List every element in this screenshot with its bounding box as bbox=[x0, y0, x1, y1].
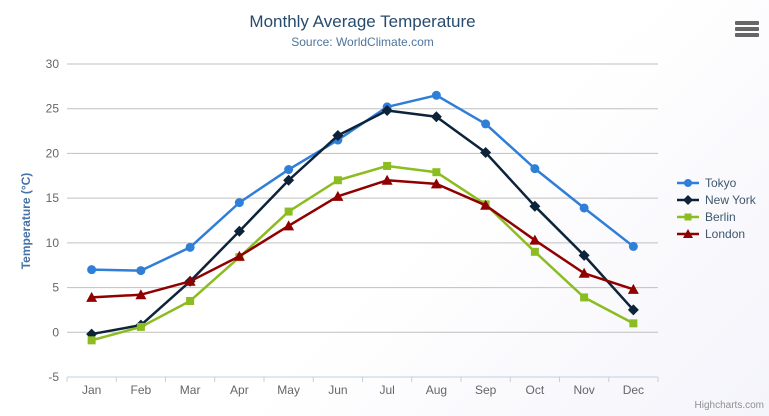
data-point-london[interactable] bbox=[283, 220, 295, 231]
data-point-berlin[interactable] bbox=[333, 176, 342, 185]
x-tick-label: Feb bbox=[131, 383, 152, 397]
data-point-berlin[interactable] bbox=[186, 296, 195, 305]
x-tick-label: May bbox=[277, 383, 300, 397]
y-tick-label: 10 bbox=[46, 236, 60, 250]
legend: Tokyo New York Berlin London bbox=[676, 175, 756, 243]
x-tick-label: Jan bbox=[82, 383, 101, 397]
data-point-new-york[interactable] bbox=[578, 249, 590, 261]
data-point-berlin[interactable] bbox=[530, 247, 539, 256]
data-point-tokyo[interactable] bbox=[481, 119, 491, 129]
y-tick-label: 5 bbox=[52, 281, 59, 295]
data-point-berlin[interactable] bbox=[383, 161, 392, 170]
data-point-berlin[interactable] bbox=[432, 168, 441, 177]
square-marker-icon bbox=[677, 213, 699, 221]
series-line-london bbox=[90, 179, 635, 299]
legend-label-berlin: Berlin bbox=[705, 210, 736, 224]
data-point-new-york[interactable] bbox=[381, 105, 393, 117]
x-tick-label: Jun bbox=[328, 383, 347, 397]
data-point-tokyo[interactable] bbox=[530, 164, 540, 174]
x-tick-label: Nov bbox=[573, 383, 594, 397]
data-point-new-york[interactable] bbox=[480, 147, 492, 159]
y-tick-label: 15 bbox=[46, 191, 60, 205]
diamond-marker-icon bbox=[677, 195, 699, 205]
data-point-tokyo[interactable] bbox=[628, 241, 638, 251]
data-point-london[interactable] bbox=[233, 250, 245, 261]
series-line-tokyo bbox=[90, 94, 635, 272]
x-tick-label: Mar bbox=[180, 383, 201, 397]
credits-link[interactable]: Highcharts.com bbox=[694, 400, 764, 411]
data-point-new-york[interactable] bbox=[529, 200, 541, 212]
data-point-new-york[interactable] bbox=[430, 111, 442, 123]
data-point-london[interactable] bbox=[578, 267, 590, 278]
y-tick-label: 30 bbox=[46, 57, 60, 71]
data-point-london[interactable] bbox=[627, 283, 639, 294]
data-point-new-york[interactable] bbox=[332, 130, 344, 142]
data-point-london[interactable] bbox=[480, 199, 492, 210]
data-point-new-york[interactable] bbox=[283, 174, 295, 186]
chart-title: Monthly Average Temperature bbox=[249, 12, 476, 31]
data-point-tokyo[interactable] bbox=[579, 203, 589, 213]
legend-item-new-york[interactable]: New York bbox=[676, 192, 756, 208]
data-point-new-york[interactable] bbox=[233, 225, 245, 237]
export-menu-button[interactable] bbox=[735, 21, 759, 38]
data-point-london[interactable] bbox=[135, 289, 147, 300]
data-point-tokyo[interactable] bbox=[136, 266, 146, 276]
data-point-london[interactable] bbox=[430, 178, 442, 189]
data-point-tokyo[interactable] bbox=[431, 90, 441, 100]
legend-label-new-york: New York bbox=[705, 193, 756, 207]
triangle-marker-icon bbox=[677, 229, 699, 238]
legend-item-berlin[interactable]: Berlin bbox=[676, 209, 756, 225]
y-tick-label: 25 bbox=[46, 102, 60, 116]
x-tick-label: Oct bbox=[526, 383, 545, 397]
y-tick-label: 20 bbox=[46, 146, 60, 160]
hamburger-icon bbox=[735, 33, 759, 37]
y-tick-label: 0 bbox=[52, 325, 59, 339]
data-point-berlin[interactable] bbox=[284, 207, 293, 216]
y-axis-title: Temperature (°C) bbox=[19, 172, 33, 270]
data-point-berlin[interactable] bbox=[136, 322, 145, 331]
circle-marker-icon bbox=[677, 179, 699, 187]
hamburger-icon bbox=[735, 21, 759, 25]
data-point-berlin[interactable] bbox=[580, 293, 589, 302]
data-point-london[interactable] bbox=[86, 291, 98, 302]
y-tick-label: -5 bbox=[48, 370, 59, 384]
legend-marker-new-york bbox=[683, 195, 693, 205]
data-point-london[interactable] bbox=[381, 174, 393, 185]
x-tick-label: Aug bbox=[426, 383, 447, 397]
data-point-berlin[interactable] bbox=[629, 319, 638, 328]
legend-item-tokyo[interactable]: Tokyo bbox=[676, 175, 756, 191]
data-point-berlin[interactable] bbox=[87, 336, 96, 345]
legend-label-london: London bbox=[705, 227, 746, 241]
data-point-tokyo[interactable] bbox=[185, 242, 195, 252]
x-tick-label: Sep bbox=[475, 383, 497, 397]
legend-marker-tokyo bbox=[684, 179, 692, 187]
legend-item-london[interactable]: London bbox=[676, 226, 756, 242]
data-point-tokyo[interactable] bbox=[87, 265, 97, 275]
legend-marker-berlin bbox=[684, 213, 692, 221]
x-tick-label: Apr bbox=[230, 383, 249, 397]
x-tick-label: Jul bbox=[379, 383, 394, 397]
data-point-london[interactable] bbox=[332, 190, 344, 201]
series-line-berlin bbox=[90, 164, 635, 342]
legend-marker-london bbox=[683, 229, 693, 238]
x-tick-label: Dec bbox=[623, 383, 644, 397]
data-point-tokyo[interactable] bbox=[234, 198, 244, 208]
series-line-new-york bbox=[90, 109, 635, 336]
data-point-london[interactable] bbox=[184, 275, 196, 286]
data-point-london[interactable] bbox=[529, 234, 541, 245]
data-point-tokyo[interactable] bbox=[284, 165, 294, 175]
chart-subtitle: Source: WorldClimate.com bbox=[291, 35, 434, 49]
hamburger-icon bbox=[735, 27, 759, 31]
legend-label-tokyo: Tokyo bbox=[705, 176, 737, 190]
data-point-new-york[interactable] bbox=[627, 304, 639, 316]
